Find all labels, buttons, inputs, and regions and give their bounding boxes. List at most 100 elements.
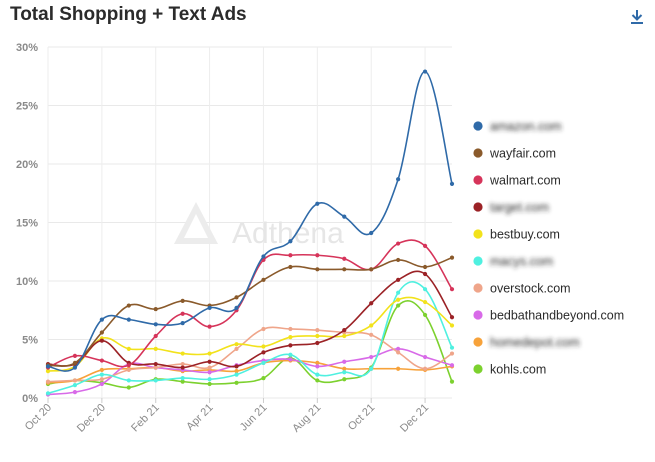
data-point	[342, 328, 347, 333]
series-overstock-com	[45, 326, 455, 384]
legend-item[interactable]: overstock.com	[473, 282, 571, 296]
data-point	[261, 254, 266, 259]
legend-swatch	[473, 229, 483, 239]
data-point	[369, 366, 374, 371]
data-point	[315, 328, 320, 333]
data-point	[288, 239, 293, 244]
data-point	[99, 330, 104, 335]
data-point	[422, 366, 428, 371]
data-point	[153, 306, 158, 312]
data-point	[180, 379, 185, 384]
y-tick-label: 5%	[22, 335, 38, 347]
data-point	[153, 361, 158, 367]
legend-swatch	[473, 364, 483, 374]
data-point	[180, 298, 185, 303]
legend-swatch	[473, 256, 483, 266]
legend-item[interactable]: macys.com	[473, 255, 553, 269]
data-point	[369, 332, 374, 337]
data-point	[396, 277, 401, 282]
data-point	[422, 299, 428, 305]
legend-item[interactable]: bestbuy.com	[473, 228, 560, 242]
data-point	[234, 305, 239, 311]
download-icon[interactable]	[628, 8, 646, 26]
series-bedbathandbeyond-com	[45, 346, 455, 397]
data-point	[449, 351, 455, 356]
watermark-text: Adthena	[232, 217, 344, 250]
data-point	[315, 253, 320, 258]
data-point	[342, 359, 347, 364]
x-tick-label: Dec 21	[398, 402, 431, 435]
data-point	[449, 323, 455, 328]
data-point	[342, 256, 347, 261]
data-point	[288, 264, 293, 270]
legend-item[interactable]: bedbathandbeyond.com	[473, 309, 624, 323]
data-point	[422, 287, 428, 292]
data-point	[396, 177, 401, 182]
legend-item[interactable]: walmart.com	[473, 174, 561, 188]
data-point	[153, 378, 158, 383]
series	[45, 69, 455, 397]
y-tick-label: 25%	[16, 101, 38, 113]
data-point	[72, 390, 78, 395]
legend-item[interactable]: target.com	[473, 201, 549, 215]
data-point	[342, 377, 347, 382]
data-point	[126, 363, 131, 368]
data-point	[45, 391, 51, 396]
data-point	[449, 287, 455, 292]
legend-item[interactable]: homedepot.com	[473, 336, 580, 350]
data-point	[288, 253, 293, 258]
x-tick-label: Oct 20	[23, 402, 54, 433]
data-point	[72, 378, 78, 383]
data-point	[207, 305, 212, 311]
x-tick-label: Dec 20	[75, 402, 108, 435]
x-tick-label: Jun 21	[238, 402, 270, 434]
data-point	[288, 352, 293, 357]
data-point	[153, 365, 158, 370]
watermark: Adthena	[174, 202, 344, 250]
legend-swatch	[473, 202, 483, 212]
data-point	[396, 303, 401, 308]
legend-item[interactable]: amazon.com	[473, 120, 562, 134]
series-line	[47, 296, 453, 372]
data-point	[207, 359, 212, 364]
adthena-logo-icon	[174, 202, 218, 244]
x-tick-label: Oct 21	[346, 402, 377, 433]
data-point	[396, 366, 401, 371]
y-tick-label: 0%	[22, 393, 38, 405]
data-point	[396, 346, 401, 351]
data-point	[396, 350, 401, 355]
data-point	[342, 333, 347, 339]
data-point	[99, 338, 104, 343]
data-point	[288, 357, 293, 362]
data-point	[126, 303, 131, 308]
y-tick-label: 20%	[16, 159, 38, 171]
data-point	[261, 277, 266, 282]
data-point	[234, 346, 239, 351]
data-point	[99, 377, 104, 382]
data-point	[45, 364, 51, 369]
data-point	[207, 324, 212, 329]
legend-item[interactable]: kohls.com	[473, 363, 546, 377]
data-point	[422, 354, 428, 360]
data-point	[99, 367, 104, 373]
legend-swatch	[473, 310, 483, 320]
legend-item[interactable]: wayfair.com	[473, 147, 556, 161]
legend-swatch	[473, 283, 483, 293]
data-point	[396, 297, 401, 302]
grid	[47, 46, 452, 399]
data-point	[72, 383, 78, 388]
data-point	[72, 353, 78, 358]
legend-swatch	[473, 121, 483, 131]
data-point	[315, 360, 320, 365]
series-macys-com	[45, 281, 455, 396]
series-line	[47, 348, 453, 396]
legend-label: overstock.com	[490, 282, 571, 296]
data-point	[180, 376, 185, 381]
data-point	[422, 271, 428, 277]
data-point	[315, 372, 320, 377]
data-point	[234, 364, 239, 369]
legend-label: amazon.com	[490, 120, 562, 134]
data-point	[180, 351, 185, 356]
data-point	[261, 326, 266, 332]
data-point	[234, 368, 239, 374]
